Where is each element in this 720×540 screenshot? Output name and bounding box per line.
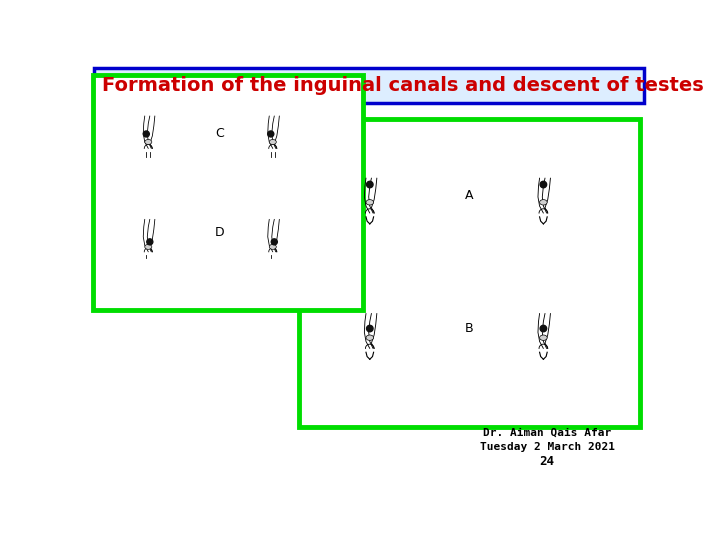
- Text: Dr. Aiman Qais Afar: Dr. Aiman Qais Afar: [483, 428, 611, 438]
- Circle shape: [143, 131, 149, 137]
- Ellipse shape: [539, 335, 547, 340]
- Circle shape: [366, 181, 373, 188]
- Ellipse shape: [269, 244, 276, 249]
- Ellipse shape: [269, 139, 276, 145]
- FancyBboxPatch shape: [93, 75, 364, 310]
- Ellipse shape: [145, 244, 152, 249]
- FancyBboxPatch shape: [94, 68, 644, 103]
- Circle shape: [147, 239, 153, 245]
- Ellipse shape: [366, 335, 374, 340]
- Text: Tuesday 2 March 2021: Tuesday 2 March 2021: [480, 442, 615, 453]
- Circle shape: [366, 325, 373, 332]
- Circle shape: [271, 239, 277, 245]
- Ellipse shape: [366, 200, 374, 205]
- Text: A: A: [465, 190, 474, 202]
- Text: Formation of the inguinal canals and descent of testes: Formation of the inguinal canals and des…: [102, 76, 703, 95]
- Circle shape: [540, 325, 546, 332]
- Circle shape: [540, 181, 546, 188]
- Ellipse shape: [539, 200, 547, 205]
- Text: D: D: [215, 226, 225, 239]
- Text: C: C: [215, 127, 225, 140]
- Circle shape: [268, 131, 274, 137]
- Text: 24: 24: [540, 455, 554, 468]
- Ellipse shape: [145, 139, 152, 145]
- FancyBboxPatch shape: [300, 119, 639, 427]
- Text: B: B: [465, 322, 474, 335]
